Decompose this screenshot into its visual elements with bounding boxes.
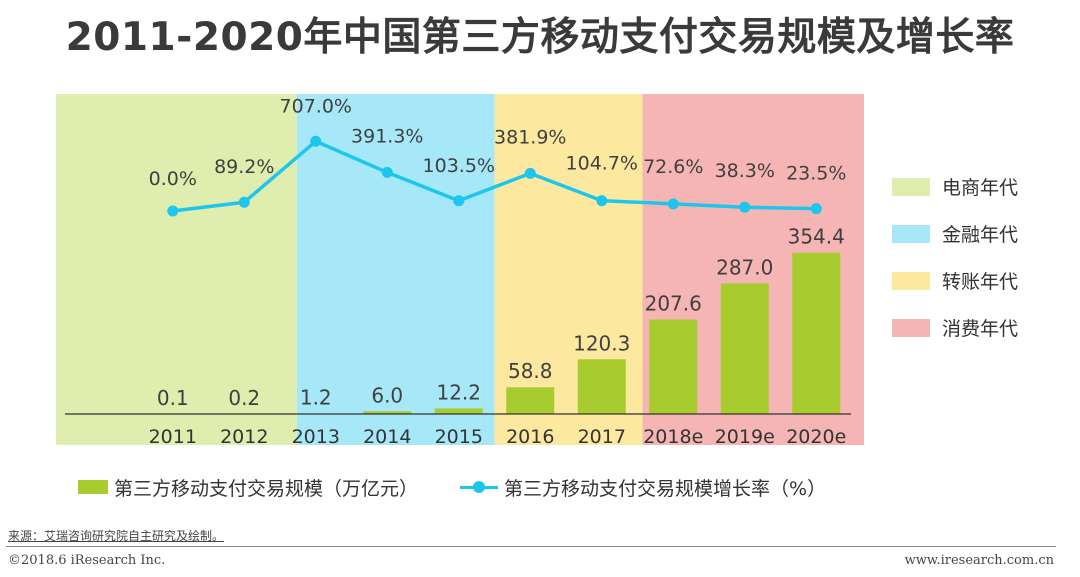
x-tick-label-2020e: 2020e bbox=[786, 426, 846, 448]
era-band-2 bbox=[296, 94, 495, 445]
bar-2017 bbox=[577, 359, 626, 414]
line-point-2019e bbox=[739, 201, 751, 213]
bar-label-2017: 120.3 bbox=[573, 331, 630, 355]
era-band-1 bbox=[56, 94, 297, 445]
legend-label-bar-series: 第三方移动支付交易规模（万亿元） bbox=[114, 477, 419, 500]
line-label-2015: 103.5% bbox=[423, 155, 495, 177]
line-label-2014: 391.3% bbox=[351, 125, 423, 147]
series-legend: 第三方移动支付交易规模（万亿元） 第三方移动支付交易规模增长率（%） bbox=[78, 474, 868, 500]
era-legend-label-3: 转账年代 bbox=[942, 271, 1018, 293]
growth-rate-line bbox=[172, 139, 817, 213]
website-text: www.iresearch.com.cn bbox=[904, 553, 1054, 568]
line-point-2017 bbox=[596, 195, 608, 207]
bar-label-2012: 0.2 bbox=[228, 386, 260, 410]
line-point-2013 bbox=[310, 135, 322, 147]
source-note: 来源：艾瑞咨询研究院自主研究及绘制。 bbox=[8, 529, 225, 543]
line-label-2016: 381.9% bbox=[494, 126, 566, 148]
line-label-2012: 89.2% bbox=[214, 156, 274, 178]
line-point-2012 bbox=[238, 196, 250, 208]
line-label-2017: 104.7% bbox=[566, 153, 638, 175]
line-point-2014 bbox=[381, 166, 393, 178]
bar-label-2015: 12.2 bbox=[436, 380, 481, 404]
x-tick-label-2012: 2012 bbox=[220, 426, 268, 448]
legend-swatch-bar bbox=[78, 480, 108, 494]
copyright-text: ©2018.6 iResearch Inc. bbox=[8, 553, 166, 568]
x-tick-label-2018e: 2018e bbox=[643, 426, 703, 448]
era-legend-label-1: 电商年代 bbox=[942, 177, 1018, 199]
x-tick-label-2019e: 2019e bbox=[715, 426, 775, 448]
line-point-2011 bbox=[167, 205, 179, 217]
era-legend-label-2: 金融年代 bbox=[942, 224, 1018, 246]
footer-divider bbox=[6, 546, 1056, 547]
bar-label-2016: 58.8 bbox=[508, 359, 553, 383]
era-legend-swatch-4 bbox=[892, 319, 930, 337]
x-tick-label-2013: 2013 bbox=[292, 426, 340, 448]
x-tick-label-2016: 2016 bbox=[506, 426, 554, 448]
line-label-2020e: 23.5% bbox=[786, 163, 846, 185]
bar-2014 bbox=[363, 411, 412, 414]
bar-label-2020e: 354.4 bbox=[788, 225, 845, 249]
bar-label-2019e: 287.0 bbox=[716, 255, 773, 279]
line-point-2016 bbox=[524, 167, 536, 179]
legend-item-line-series: 第三方移动支付交易规模增长率（%） bbox=[460, 474, 826, 501]
era-legend-label-4: 消费年代 bbox=[942, 318, 1018, 340]
line-label-2013: 707.0% bbox=[280, 95, 352, 117]
line-point-2018e bbox=[667, 198, 679, 210]
chart-title: 2011-2020年中国第三方移动支付交易规模及增长率 bbox=[65, 15, 1015, 60]
line-point-2020e bbox=[810, 203, 822, 215]
legend-item-bar-series: 第三方移动支付交易规模（万亿元） bbox=[78, 474, 418, 501]
legend-swatch-line bbox=[460, 480, 499, 494]
x-tick-label-2011: 2011 bbox=[149, 426, 197, 448]
era-legend-swatch-3 bbox=[892, 272, 930, 290]
bar-2019e bbox=[720, 283, 769, 414]
bar-2020e bbox=[792, 252, 841, 414]
line-label-2011: 0.0% bbox=[149, 168, 197, 190]
x-tick-label-2015: 2015 bbox=[435, 426, 483, 448]
bar-label-2013: 1.2 bbox=[300, 385, 332, 409]
era-legend-swatch-1 bbox=[892, 178, 930, 196]
bar-label-2018e: 207.6 bbox=[645, 292, 702, 316]
legend-label-line-series: 第三方移动支付交易规模增长率（%） bbox=[504, 477, 827, 500]
bar-2018e bbox=[649, 319, 698, 414]
line-point-2015 bbox=[453, 195, 465, 207]
line-label-2019e: 38.3% bbox=[715, 160, 775, 182]
line-label-2018e: 72.6% bbox=[643, 156, 703, 178]
x-tick-label-2014: 2014 bbox=[363, 426, 411, 448]
bar-label-2011: 0.1 bbox=[157, 386, 189, 410]
bar-label-2014: 6.0 bbox=[371, 383, 403, 407]
bar-2016 bbox=[506, 387, 555, 414]
x-tick-label-2017: 2017 bbox=[578, 426, 626, 448]
era-legend-swatch-2 bbox=[892, 225, 930, 243]
bar-2015 bbox=[434, 408, 483, 414]
